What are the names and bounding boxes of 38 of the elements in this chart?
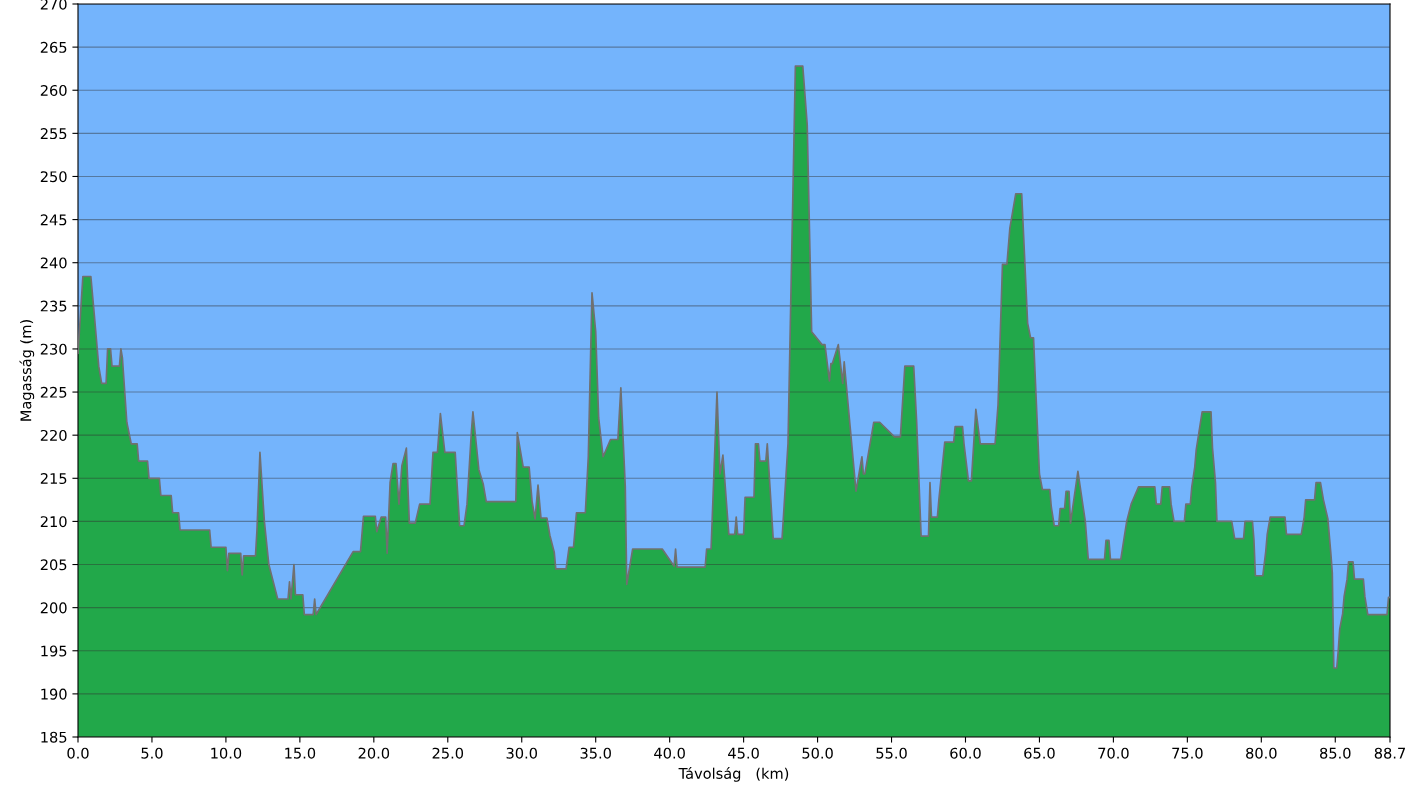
y-tick-label: 220: [40, 429, 67, 441]
x-axis-title: Távolság (km): [678, 767, 789, 782]
x-tick-label: 10.0: [211, 747, 242, 759]
x-tick-label: 0.0: [67, 747, 89, 759]
y-tick-label: 190: [41, 688, 67, 700]
y-tick-label: 210: [40, 516, 67, 528]
x-tick-label: 88.7: [1374, 747, 1405, 759]
y-tick-label: 195: [41, 645, 67, 657]
y-tick-label: 255: [40, 128, 67, 140]
y-tick-label: 185: [41, 731, 67, 743]
x-tick-label: 35.0: [580, 747, 611, 759]
y-tick-label: 230: [40, 343, 67, 355]
y-tick-label: 265: [40, 41, 67, 53]
y-tick-label: 235: [40, 300, 67, 312]
x-tick-label: 15.0: [285, 747, 316, 759]
y-axis-title: Magasság (m): [19, 320, 35, 421]
x-tick-label: 60.0: [950, 747, 981, 759]
y-tick-label: 225: [40, 386, 67, 398]
x-tick-label: 30.0: [506, 747, 538, 759]
x-tick-label: 75.0: [1172, 747, 1203, 759]
y-tick-label: 200: [40, 602, 67, 614]
y-tick-label: 245: [40, 214, 67, 226]
x-tick-label: 20.0: [358, 747, 390, 759]
x-tick-label: 40.0: [654, 747, 685, 759]
x-tick-label: 55.0: [876, 747, 907, 759]
y-tick-label: 260: [40, 84, 67, 96]
x-tick-label: 45.0: [728, 747, 759, 759]
x-tick-label: 50.0: [802, 747, 833, 759]
x-tick-label: 65.0: [1024, 747, 1055, 759]
y-tick-label: 205: [40, 559, 67, 571]
x-tick-label: 25.0: [432, 747, 464, 759]
x-tick-label: 70.0: [1098, 747, 1129, 759]
y-tick-label: 250: [40, 171, 67, 183]
y-tick-label: 215: [40, 473, 67, 485]
y-tick-label: 240: [40, 257, 67, 269]
x-tick-label: 80.0: [1246, 747, 1277, 759]
x-tick-label: 85.0: [1320, 747, 1351, 759]
x-tick-label: 5.0: [141, 747, 163, 759]
